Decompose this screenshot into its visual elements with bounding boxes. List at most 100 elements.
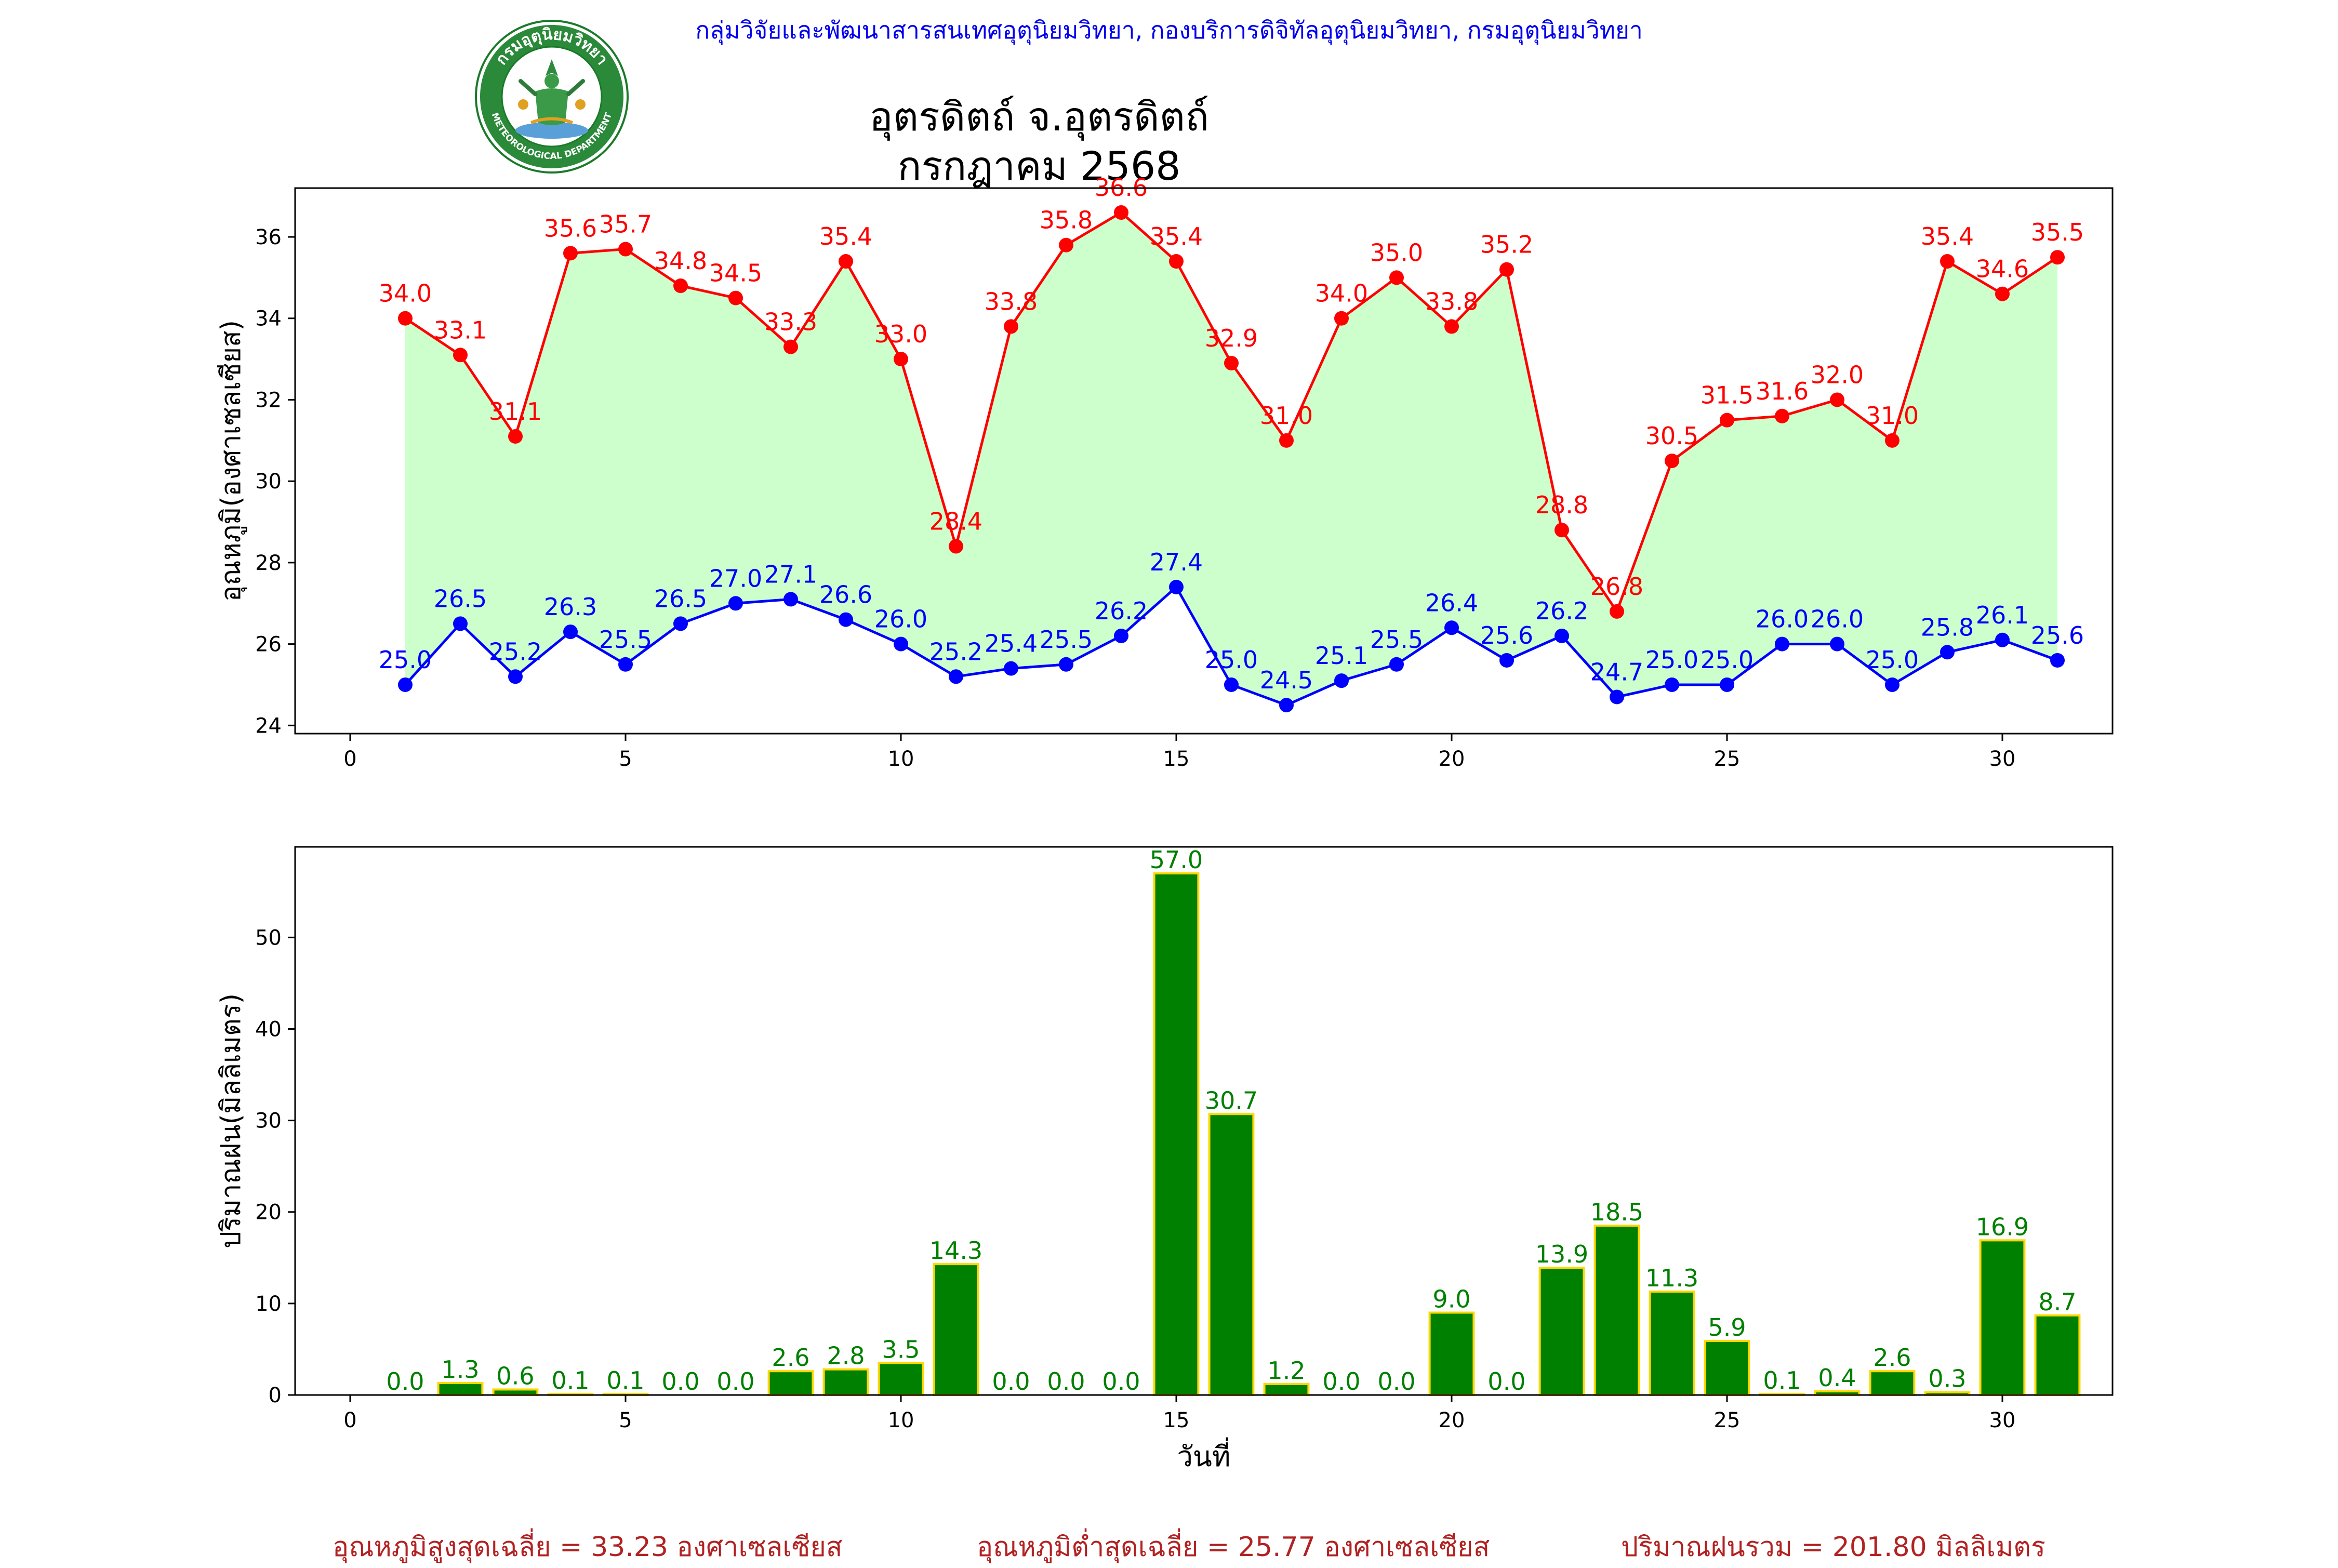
chart-title-station: อุตรดิตถ์ จ.อุตรดิตถ์ — [869, 94, 1209, 140]
min-temp-label: 25.5 — [599, 626, 652, 654]
max-temp-point — [1665, 454, 1679, 468]
max-temp-point — [1555, 523, 1569, 538]
max-temp-label: 31.0 — [1866, 402, 1919, 430]
max-temp-label: 33.3 — [764, 308, 817, 336]
min-temp-point — [1610, 689, 1624, 705]
max-temp-point — [1004, 319, 1018, 334]
max-temp-point — [2050, 250, 2065, 265]
rain-label: 0.0 — [1322, 1367, 1360, 1396]
rain-bar — [1649, 1290, 1695, 1396]
max-temp-label: 31.6 — [1756, 377, 1809, 405]
x-tick-label: 30 — [1989, 1408, 2016, 1432]
x-tick-label: 30 — [1989, 747, 2016, 771]
max-temp-point — [1169, 254, 1184, 269]
min-temp-label: 25.0 — [379, 646, 432, 674]
max-temp-point — [1720, 413, 1734, 428]
max-temp-label: 34.0 — [379, 280, 432, 308]
max-temp-label: 32.9 — [1205, 324, 1258, 352]
rain-label: 2.8 — [827, 1342, 865, 1370]
y-tick-label: 26 — [255, 633, 282, 657]
rain-label: 0.6 — [496, 1362, 534, 1390]
max-temp-label: 34.0 — [1315, 280, 1368, 308]
x-tick-label: 15 — [1163, 1408, 1190, 1432]
rain-bar — [1208, 1113, 1255, 1397]
min-temp-point — [1720, 677, 1734, 692]
rain-label: 0.4 — [1818, 1364, 1856, 1392]
x-tick-label: 5 — [619, 1408, 632, 1432]
rain-bar — [1979, 1239, 2026, 1396]
max-temp-point — [1389, 270, 1404, 285]
min-temp-label: 27.1 — [764, 560, 817, 588]
x-tick-label: 25 — [1714, 1408, 1741, 1432]
max-temp-label: 35.7 — [599, 210, 652, 238]
y-tick-label: 20 — [255, 1201, 282, 1225]
min-temp-label: 25.0 — [1866, 646, 1919, 674]
rain-bar — [437, 1382, 484, 1397]
y-tick-label: 30 — [255, 470, 282, 494]
max-temp-point — [453, 348, 468, 363]
min-temp-point — [1389, 657, 1404, 672]
rainfall-x-axis-label: วันที่ — [1177, 1437, 1231, 1473]
max-temp-point — [1940, 254, 1955, 269]
agency-header: กลุ่มวิจัยและพัฒนาสารสนเทศอุตุนิยมวิทยา,… — [695, 16, 1643, 44]
max-temp-label: 33.1 — [434, 316, 487, 344]
max-temp-label: 32.0 — [1811, 361, 1864, 389]
summary-avg-max: อุณหภูมิสูงสุดเฉลี่ย = 33.23 องศาเซลเซีย… — [333, 1532, 843, 1563]
max-temp-point — [1444, 319, 1459, 334]
max-temp-label: 31.0 — [1260, 402, 1313, 430]
max-temp-point — [1279, 433, 1294, 448]
min-temp-point — [1555, 628, 1569, 643]
rain-bar — [1428, 1311, 1475, 1397]
y-tick-label: 28 — [255, 551, 282, 575]
rain-label: 2.6 — [772, 1344, 809, 1372]
rain-bar — [1704, 1340, 1750, 1397]
min-temp-point — [618, 657, 633, 672]
min-temp-point — [1114, 628, 1128, 643]
min-temp-point — [839, 612, 853, 627]
min-temp-label: 26.3 — [544, 593, 597, 621]
max-temp-point — [728, 290, 743, 305]
min-temp-label: 26.5 — [654, 584, 707, 613]
max-temp-point — [398, 311, 413, 326]
rain-label: 11.3 — [1645, 1264, 1698, 1292]
min-temp-point — [1169, 579, 1184, 594]
min-temp-point — [949, 669, 963, 684]
max-temp-label: 35.6 — [544, 214, 597, 242]
min-temp-point — [2050, 653, 2065, 668]
max-temp-label: 35.4 — [819, 222, 872, 250]
rain-bar — [822, 1368, 869, 1397]
min-temp-point — [453, 616, 468, 631]
rain-label: 0.0 — [661, 1367, 699, 1396]
max-temp-point — [1499, 262, 1514, 277]
max-temp-point — [563, 246, 578, 261]
x-tick-label: 10 — [888, 1408, 914, 1432]
rain-label: 0.1 — [606, 1366, 644, 1394]
y-tick-label: 24 — [255, 714, 282, 738]
rain-label: 5.9 — [1708, 1313, 1746, 1341]
max-temp-point — [1830, 392, 1844, 407]
max-temp-point — [1885, 433, 1899, 448]
rain-label: 0.0 — [992, 1367, 1030, 1396]
min-temp-label: 25.4 — [985, 630, 1038, 658]
max-temp-point — [783, 339, 798, 354]
y-tick-label: 10 — [255, 1292, 282, 1316]
rain-label: 3.5 — [882, 1335, 920, 1363]
x-tick-label: 0 — [343, 1408, 356, 1432]
rain-label: 1.3 — [441, 1356, 479, 1384]
max-temp-label: 34.6 — [1976, 255, 2029, 283]
rain-label: 0.0 — [716, 1367, 754, 1396]
min-temp-label: 25.2 — [489, 637, 542, 666]
temperature-range-fill — [405, 212, 2057, 706]
max-temp-point — [1995, 286, 2010, 301]
summary-avg-min: อุณหภูมิต่ำสุดเฉลี่ย = 25.77 องศาเซลเซีย… — [977, 1532, 1490, 1563]
max-temp-label: 33.0 — [874, 320, 927, 348]
rain-bar — [878, 1362, 924, 1397]
min-temp-label: 24.7 — [1590, 658, 1643, 686]
x-tick-label: 10 — [888, 747, 914, 771]
max-temp-point — [1775, 408, 1789, 423]
min-temp-label: 25.6 — [1480, 621, 1533, 649]
min-temp-point — [1775, 636, 1789, 652]
min-temp-point — [783, 592, 798, 607]
min-temp-label: 25.1 — [1315, 642, 1368, 670]
y-tick-label: 36 — [255, 225, 282, 249]
